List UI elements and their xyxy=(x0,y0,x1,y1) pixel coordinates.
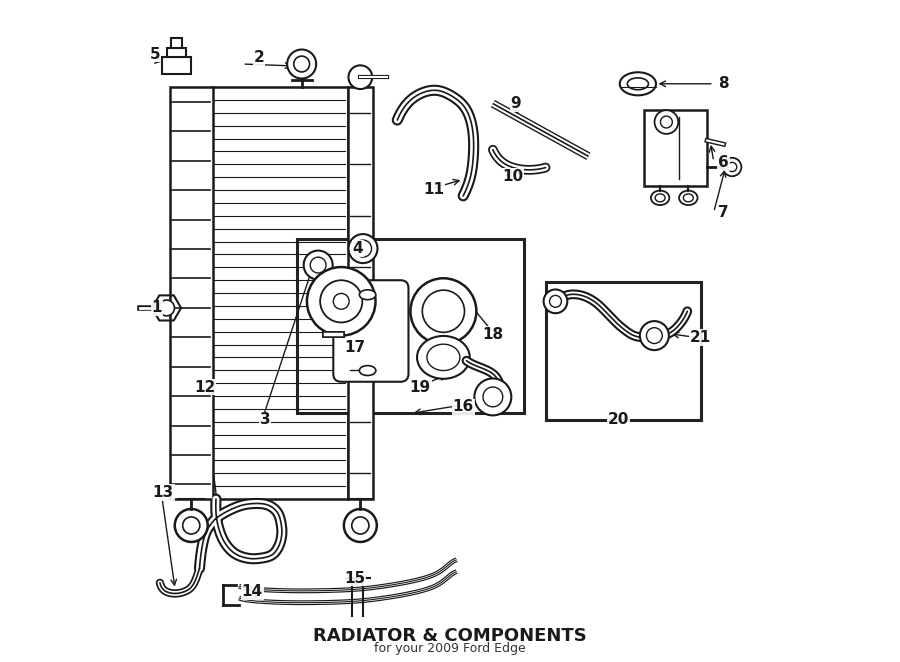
Text: RADIATOR & COMPONENTS: RADIATOR & COMPONENTS xyxy=(313,626,587,645)
Bar xyxy=(545,281,700,420)
Text: 4: 4 xyxy=(353,241,363,256)
Circle shape xyxy=(307,267,375,336)
Ellipse shape xyxy=(620,72,656,95)
Circle shape xyxy=(333,293,349,309)
Bar xyxy=(170,87,212,499)
Circle shape xyxy=(474,379,511,415)
Circle shape xyxy=(654,110,679,134)
Ellipse shape xyxy=(427,344,460,371)
Circle shape xyxy=(422,290,464,332)
Circle shape xyxy=(646,328,662,344)
Text: 20: 20 xyxy=(608,412,629,428)
Bar xyxy=(297,239,525,413)
Circle shape xyxy=(727,162,737,171)
Text: 13: 13 xyxy=(153,485,174,500)
Text: 14: 14 xyxy=(242,584,263,599)
Ellipse shape xyxy=(359,365,376,375)
Circle shape xyxy=(352,517,369,534)
Circle shape xyxy=(320,280,363,322)
Ellipse shape xyxy=(627,78,648,90)
Text: 18: 18 xyxy=(482,327,503,342)
Circle shape xyxy=(355,240,372,257)
Circle shape xyxy=(183,517,200,534)
FancyBboxPatch shape xyxy=(333,280,409,382)
Text: 12: 12 xyxy=(194,379,215,395)
Ellipse shape xyxy=(655,194,665,202)
Circle shape xyxy=(410,278,476,344)
Circle shape xyxy=(344,509,377,542)
Bar xyxy=(166,48,186,58)
Bar xyxy=(212,87,347,499)
Bar xyxy=(347,87,373,499)
Circle shape xyxy=(175,509,208,542)
Circle shape xyxy=(293,56,310,72)
Circle shape xyxy=(158,300,175,316)
Circle shape xyxy=(661,116,672,128)
Circle shape xyxy=(544,289,567,313)
Circle shape xyxy=(348,234,377,263)
Ellipse shape xyxy=(683,194,693,202)
Bar xyxy=(171,38,182,48)
Circle shape xyxy=(483,387,503,407)
Text: 7: 7 xyxy=(718,205,729,220)
Circle shape xyxy=(287,50,316,79)
Text: 21: 21 xyxy=(690,330,711,345)
Circle shape xyxy=(640,321,669,350)
Ellipse shape xyxy=(417,336,470,379)
Text: 1: 1 xyxy=(151,301,162,315)
Ellipse shape xyxy=(651,191,670,205)
Ellipse shape xyxy=(680,191,698,205)
Bar xyxy=(644,110,707,186)
Text: 3: 3 xyxy=(260,412,271,428)
Text: 16: 16 xyxy=(453,399,473,414)
Circle shape xyxy=(723,158,742,176)
Text: 10: 10 xyxy=(502,169,523,183)
Ellipse shape xyxy=(359,290,376,300)
Text: 17: 17 xyxy=(344,340,365,355)
Text: 11: 11 xyxy=(423,182,444,197)
Text: 5: 5 xyxy=(149,46,160,62)
Text: for your 2009 Ford Edge: for your 2009 Ford Edge xyxy=(374,642,526,655)
Text: 15: 15 xyxy=(344,571,365,586)
Circle shape xyxy=(348,66,373,89)
Circle shape xyxy=(550,295,562,307)
Text: 9: 9 xyxy=(510,96,521,111)
Text: 19: 19 xyxy=(410,379,431,395)
Text: 6: 6 xyxy=(718,156,729,170)
Circle shape xyxy=(303,251,333,279)
Bar xyxy=(162,58,191,74)
Text: 2: 2 xyxy=(254,50,265,65)
Circle shape xyxy=(310,257,326,273)
Text: 8: 8 xyxy=(718,76,729,91)
